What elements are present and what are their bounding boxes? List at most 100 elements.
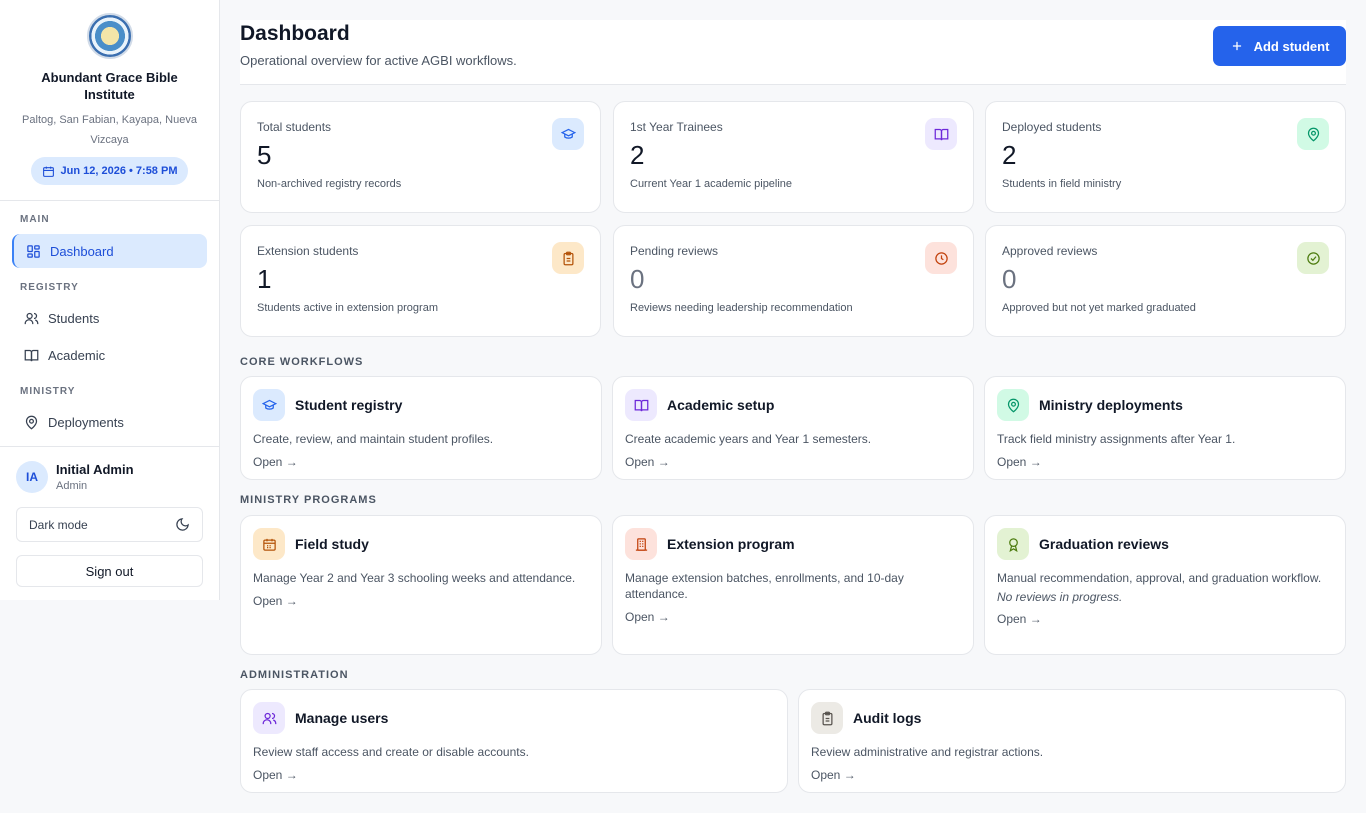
nav-section-ministry: MINISTRY — [20, 386, 76, 397]
card-title: Extension program — [667, 536, 795, 552]
open-link[interactable]: Open → — [253, 455, 298, 469]
stat-label: Total students — [257, 120, 332, 134]
clipboard-icon — [811, 702, 843, 734]
stat-description: Students active in extension program — [257, 302, 438, 314]
sidebar: Abundant Grace Bible Institute Paltog, S… — [0, 0, 220, 600]
users-icon — [253, 702, 285, 734]
stat-description: Students in field ministry — [1002, 178, 1122, 190]
card-title: Audit logs — [853, 710, 922, 726]
book-icon — [925, 118, 957, 150]
card-ministry-deployments[interactable]: Ministry deployments Track field ministr… — [984, 376, 1346, 480]
card-field-study[interactable]: Field study Manage Year 2 and Year 3 sch… — [240, 515, 602, 655]
card-title: Field study — [295, 536, 369, 552]
open-link[interactable]: Open → — [625, 610, 670, 624]
open-link[interactable]: Open → — [253, 768, 298, 782]
plus-icon — [1232, 41, 1241, 51]
card-title: Ministry deployments — [1039, 397, 1183, 413]
dashboard-icon — [27, 244, 40, 258]
add-student-label: Add student — [1253, 38, 1330, 54]
sidebar-item-academic[interactable]: Academic — [12, 338, 207, 372]
brand-name: Abundant Grace Bible Institute — [41, 70, 178, 102]
datetime-text: Jun 12, 2026 • 7:58 PM — [60, 165, 178, 177]
stat-value: 0 — [1002, 264, 1017, 294]
stat-card-deployed: Deployed students 2 Students in field mi… — [985, 101, 1346, 213]
divider — [0, 446, 219, 447]
card-description: Create academic years and Year 1 semeste… — [625, 432, 872, 446]
sign-out-button[interactable]: Sign out — [16, 555, 203, 587]
moon-icon — [176, 518, 189, 531]
stat-card-first-year: 1st Year Trainees 2 Current Year 1 acade… — [613, 101, 974, 213]
add-student-button[interactable]: Add student — [1213, 26, 1346, 66]
stat-label: 1st Year Trainees — [630, 120, 723, 134]
stat-label: Deployed students — [1002, 120, 1102, 134]
stat-value: 2 — [1002, 140, 1017, 170]
stat-value: 5 — [257, 140, 272, 170]
calendar-icon — [253, 528, 285, 560]
card-manage-users[interactable]: Manage users Review staff access and cre… — [240, 689, 788, 793]
book-icon — [625, 389, 657, 421]
card-academic-setup[interactable]: Academic setup Create academic years and… — [612, 376, 974, 480]
check-circle-icon — [1297, 242, 1329, 274]
sidebar-item-dashboard[interactable]: Dashboard — [12, 234, 207, 268]
brand: Abundant Grace Bible Institute Paltog, S… — [0, 0, 219, 185]
clock-icon — [925, 242, 957, 274]
open-link[interactable]: Open → — [997, 455, 1042, 469]
stat-label: Approved reviews — [1002, 244, 1098, 258]
section-core-workflows: CORE WORKFLOWS — [240, 356, 364, 368]
sidebar-item-deployments[interactable]: Deployments — [12, 405, 207, 439]
card-student-registry[interactable]: Student registry Create, review, and mai… — [240, 376, 602, 480]
card-description: Manage Year 2 and Year 3 schooling weeks… — [253, 571, 576, 585]
card-title: Manage users — [295, 710, 389, 726]
stat-description: Non-archived registry records — [257, 178, 402, 190]
card-graduation-reviews[interactable]: Graduation reviews Manual recommendation… — [984, 515, 1346, 655]
sidebar-item-students[interactable]: Students — [12, 301, 207, 335]
graduation-cap-icon — [552, 118, 584, 150]
stat-card-total-students: Total students 5 Non-archived registry r… — [240, 101, 601, 213]
sidebar-item-label: Academic — [48, 347, 106, 363]
stat-label: Pending reviews — [630, 244, 719, 258]
card-audit-logs[interactable]: Audit logs Review administrative and reg… — [798, 689, 1346, 793]
avatar: IA — [16, 461, 48, 493]
institute-logo — [86, 13, 133, 59]
open-link[interactable]: Open → — [253, 594, 298, 608]
datetime-badge: Jun 12, 2026 • 7:58 PM — [30, 157, 189, 185]
card-title: Student registry — [295, 397, 403, 413]
card-description: Manage extension batches, enrollments, a… — [625, 571, 904, 601]
page-title: Dashboard — [240, 22, 350, 45]
card-description: Review administrative and registrar acti… — [811, 745, 1044, 759]
nav-section-main: MAIN — [20, 214, 50, 225]
book-icon — [24, 349, 39, 361]
section-administration: ADMINISTRATION — [240, 669, 349, 681]
card-title: Academic setup — [667, 397, 775, 413]
user-profile: IA Initial Admin Admin — [16, 461, 134, 493]
stat-value: 0 — [630, 264, 645, 294]
stat-label: Extension students — [257, 244, 359, 258]
open-link[interactable]: Open → — [997, 612, 1042, 626]
card-note: No reviews in progress. — [997, 590, 1123, 604]
card-description: Manual recommendation, approval, and gra… — [997, 571, 1322, 585]
map-pin-icon — [25, 415, 38, 430]
stat-card-pending-reviews: Pending reviews 0 Reviews needing leader… — [613, 225, 974, 337]
card-title: Graduation reviews — [1039, 536, 1169, 552]
stat-description: Reviews needing leadership recommendatio… — [630, 302, 853, 314]
user-role: Admin — [56, 480, 88, 492]
page-subtitle: Operational overview for active AGBI wor… — [240, 53, 517, 68]
map-pin-icon — [1297, 118, 1329, 150]
dark-mode-toggle[interactable]: Dark mode — [16, 507, 203, 542]
open-link[interactable]: Open → — [625, 455, 670, 469]
section-ministry-programs: MINISTRY PROGRAMS — [240, 494, 377, 506]
building-icon — [625, 528, 657, 560]
dark-mode-label: Dark mode — [29, 517, 88, 532]
stat-card-approved-reviews: Approved reviews 0 Approved but not yet … — [985, 225, 1346, 337]
stat-value: 2 — [630, 140, 645, 170]
stat-description: Current Year 1 academic pipeline — [630, 178, 793, 190]
page-header: Dashboard Operational overview for activ… — [240, 20, 1346, 85]
stat-card-extension: Extension students 1 Students active in … — [240, 225, 601, 337]
sidebar-item-label: Students — [48, 310, 100, 326]
nav-section-registry: REGISTRY — [20, 282, 79, 293]
card-extension-program[interactable]: Extension program Manage extension batch… — [612, 515, 974, 655]
calendar-icon — [42, 166, 54, 177]
divider — [0, 200, 219, 201]
open-link[interactable]: Open → — [811, 768, 856, 782]
clipboard-icon — [552, 242, 584, 274]
